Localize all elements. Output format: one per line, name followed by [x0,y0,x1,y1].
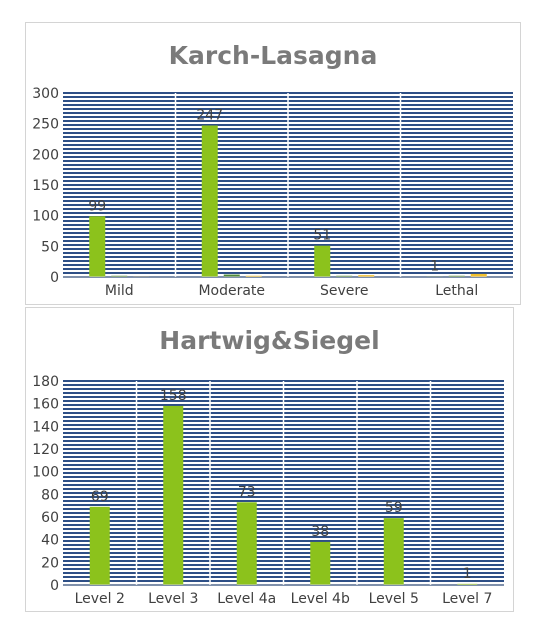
y-tick-label: 100 [32,209,59,225]
chart-title: Karch-Lasagna [168,41,378,70]
bar [89,216,106,277]
data-label: 247 [196,108,223,124]
bar [336,275,353,277]
y-tick-label: 50 [41,239,59,255]
y-tick-label: 120 [32,442,59,458]
x-tick-label: Level 7 [442,591,492,607]
y-tick-label: 160 [32,397,59,413]
bar [448,275,465,277]
chart-karch-lasagna: 0 50 100 150 200 250 300 99 Mild 247 Moderate 51 Sev… [32,86,513,299]
y-tick-label: 0 [50,270,59,286]
x-tick-label: Level 5 [369,591,419,607]
data-label: 1 [463,566,472,582]
y-tick-label: 60 [41,510,59,526]
x-tick-label: Moderate [198,283,265,299]
data-label: 51 [313,228,331,244]
chart-hartwig-siegel: 0 20 40 60 80 100 120 140 160 180 69 Level 2 158 Leve… [32,374,504,607]
bar [358,275,375,277]
y-tick-label: 100 [32,465,59,481]
bar [201,125,218,277]
bar [111,275,128,277]
data-label: 1 [430,258,439,274]
data-label: 69 [91,489,109,505]
y-tick-label: 20 [41,555,59,571]
y-tick-label: 250 [32,117,59,133]
x-tick-label: Level 4b [291,591,350,607]
bar [310,541,331,585]
y-tick-label: 180 [32,374,59,390]
bar [470,273,487,277]
bar [163,405,184,585]
x-tick-label: Lethal [435,283,478,299]
y-tick-label: 80 [41,487,59,503]
y-tick-label: 140 [32,419,59,435]
y-tick-label: 0 [50,578,59,594]
y-tick-label: 40 [41,533,59,549]
chart-panel-hartwig-siegel: Hartwig&Siegel 0 20 40 60 80 100 120 140 160 180 6… [25,307,514,612]
data-label: 73 [238,484,256,500]
chart-title: Hartwig&Siegel [159,326,380,355]
x-tick-label: Level 2 [75,591,125,607]
bar [223,274,240,277]
bar [314,245,331,277]
bar [457,583,478,585]
x-tick-label: Level 4a [217,591,276,607]
y-tick-label: 300 [32,86,59,102]
y-tick-label: 200 [32,147,59,163]
data-label: 99 [88,198,106,214]
data-label: 158 [160,388,187,404]
x-tick-label: Level 3 [148,591,198,607]
bar [383,518,404,585]
x-tick-label: Mild [105,283,134,299]
data-label: 59 [385,500,403,516]
y-tick-label: 150 [32,178,59,194]
chart-panel-karch-lasagna: Karch-Lasagna 0 50 100 150 200 250 300 99 Mild 24… [25,22,521,305]
bar [236,502,257,585]
data-label: 38 [311,524,329,540]
bar [89,506,110,585]
x-tick-label: Severe [320,283,368,299]
bar [245,275,262,277]
